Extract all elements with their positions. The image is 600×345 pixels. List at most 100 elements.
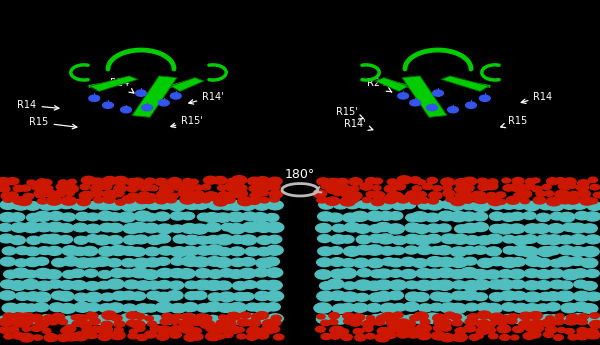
Circle shape [382, 258, 396, 266]
Circle shape [530, 324, 544, 332]
Circle shape [121, 246, 137, 255]
Circle shape [511, 335, 519, 340]
Circle shape [387, 191, 402, 200]
Circle shape [427, 280, 443, 290]
Circle shape [367, 304, 382, 312]
Circle shape [355, 293, 369, 301]
Circle shape [156, 191, 171, 199]
Circle shape [496, 318, 508, 325]
Circle shape [385, 332, 397, 338]
Circle shape [437, 224, 451, 232]
Circle shape [478, 178, 488, 184]
Circle shape [539, 292, 553, 300]
Circle shape [343, 313, 354, 319]
Circle shape [545, 326, 557, 333]
Circle shape [58, 180, 68, 186]
Circle shape [74, 302, 91, 312]
Circle shape [318, 212, 334, 221]
Circle shape [366, 316, 375, 321]
Circle shape [133, 258, 150, 268]
Circle shape [172, 182, 185, 190]
Circle shape [508, 314, 518, 319]
Circle shape [452, 281, 466, 289]
Circle shape [488, 334, 498, 339]
Circle shape [510, 183, 526, 192]
Circle shape [404, 234, 421, 244]
Circle shape [373, 186, 381, 190]
Circle shape [404, 302, 419, 311]
Circle shape [58, 319, 68, 325]
Circle shape [267, 200, 283, 210]
Circle shape [466, 102, 476, 108]
Circle shape [71, 315, 88, 325]
Circle shape [353, 258, 369, 267]
Circle shape [576, 184, 589, 191]
Circle shape [0, 224, 12, 231]
Circle shape [461, 290, 478, 300]
Circle shape [114, 185, 127, 192]
Circle shape [91, 185, 103, 192]
Circle shape [452, 333, 467, 342]
Circle shape [570, 235, 587, 244]
Circle shape [130, 199, 148, 209]
Circle shape [388, 211, 403, 220]
Circle shape [544, 332, 553, 337]
Circle shape [410, 177, 421, 183]
Circle shape [436, 246, 452, 255]
Circle shape [130, 247, 146, 256]
Circle shape [113, 176, 128, 185]
Circle shape [410, 315, 420, 321]
Circle shape [128, 333, 138, 339]
Circle shape [216, 281, 232, 290]
Circle shape [446, 196, 455, 202]
Circle shape [110, 268, 125, 277]
Circle shape [149, 315, 163, 324]
Circle shape [103, 102, 113, 108]
Circle shape [111, 189, 124, 197]
Circle shape [262, 319, 278, 328]
Circle shape [14, 304, 31, 313]
Circle shape [144, 214, 157, 221]
Circle shape [443, 186, 452, 191]
Circle shape [341, 259, 356, 267]
Circle shape [455, 328, 466, 334]
Circle shape [421, 319, 430, 325]
Circle shape [74, 236, 88, 244]
Circle shape [181, 184, 195, 192]
Circle shape [416, 324, 431, 333]
Circle shape [389, 280, 407, 290]
Circle shape [473, 195, 488, 204]
Circle shape [100, 223, 115, 232]
Circle shape [330, 291, 346, 300]
Circle shape [155, 178, 168, 186]
Circle shape [32, 183, 46, 191]
Circle shape [107, 201, 123, 210]
Circle shape [205, 315, 220, 324]
Circle shape [563, 316, 578, 324]
Circle shape [59, 235, 73, 243]
Circle shape [33, 335, 43, 340]
Circle shape [45, 190, 56, 197]
Circle shape [158, 246, 173, 255]
Circle shape [413, 293, 429, 302]
Circle shape [473, 280, 490, 290]
Circle shape [414, 235, 431, 245]
Circle shape [329, 326, 344, 335]
Circle shape [431, 332, 446, 340]
Circle shape [469, 334, 479, 340]
Circle shape [16, 246, 30, 255]
Polygon shape [132, 76, 177, 117]
Circle shape [173, 314, 182, 319]
Circle shape [257, 332, 269, 339]
Circle shape [577, 327, 588, 334]
Circle shape [489, 313, 504, 322]
Circle shape [449, 314, 466, 323]
Circle shape [392, 304, 406, 311]
Polygon shape [171, 78, 204, 91]
Circle shape [160, 316, 175, 324]
Circle shape [402, 201, 416, 209]
Circle shape [110, 316, 125, 325]
Circle shape [217, 248, 232, 256]
Circle shape [518, 320, 533, 329]
Circle shape [532, 178, 540, 183]
